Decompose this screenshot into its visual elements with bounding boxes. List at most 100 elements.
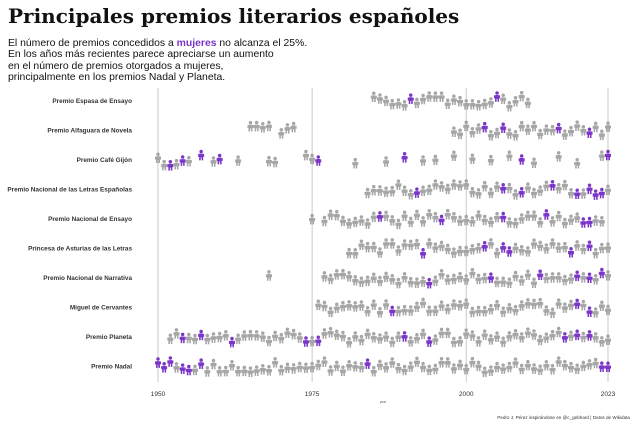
person-icon — [420, 361, 427, 373]
person-icon — [247, 120, 254, 132]
person-icon — [426, 209, 433, 220]
person-icon — [605, 184, 611, 196]
person-icon — [500, 336, 507, 348]
person-icon — [506, 277, 513, 289]
person-icon — [407, 276, 414, 288]
person-icon — [296, 361, 303, 373]
person-icon — [364, 218, 371, 229]
person-icon — [235, 155, 242, 166]
person-icon — [432, 305, 439, 316]
person-icon — [407, 216, 414, 228]
person-icon — [537, 269, 544, 281]
person-icon — [475, 123, 482, 134]
person-icon — [395, 218, 402, 230]
person-icon — [389, 185, 396, 197]
person-icon — [457, 180, 464, 191]
category-label: Premio Alfaguara de Novela — [47, 128, 132, 135]
person-icon — [457, 215, 464, 227]
person-icon — [574, 363, 581, 375]
person-icon — [450, 336, 457, 348]
person-icon — [586, 306, 593, 317]
person-icon — [487, 272, 494, 283]
person-icon — [524, 298, 531, 309]
person-icon — [426, 91, 433, 102]
person-icon — [524, 182, 531, 193]
person-icon — [518, 332, 525, 343]
person-icon — [290, 363, 297, 374]
person-icon — [426, 184, 433, 196]
person-icon — [543, 305, 550, 316]
person-icon — [568, 299, 575, 311]
person-icon — [265, 120, 272, 132]
person-icon — [358, 334, 365, 346]
person-icon — [457, 95, 464, 107]
person-icon — [518, 300, 525, 311]
person-icon — [309, 361, 316, 373]
person-icon — [420, 155, 427, 166]
person-icon — [549, 180, 556, 191]
person-icon — [407, 336, 414, 347]
person-icon — [216, 365, 223, 377]
person-icon — [450, 247, 457, 258]
person-icon — [198, 358, 205, 369]
person-icon — [339, 215, 346, 227]
person-icon — [395, 277, 402, 289]
person-icon — [543, 180, 550, 192]
person-icon — [327, 306, 334, 318]
person-icon — [346, 247, 353, 259]
person-icon — [531, 238, 538, 249]
person-icon — [284, 327, 291, 339]
person-icon — [555, 326, 562, 338]
person-icon — [432, 211, 439, 223]
person-icon — [333, 302, 340, 314]
subtitle-line-1: El número de premios concedidos a mujere… — [8, 38, 338, 49]
category-label: Premio Planeta — [86, 334, 133, 341]
person-icon — [364, 187, 371, 199]
person-icon — [370, 331, 377, 343]
person-icon — [364, 275, 371, 287]
person-icon — [420, 216, 427, 227]
person-icon — [376, 275, 383, 287]
person-icon — [555, 122, 562, 134]
person-icon — [500, 306, 507, 318]
person-icon — [487, 154, 494, 166]
person-icon — [574, 157, 581, 169]
person-icon — [512, 95, 519, 107]
person-icon — [549, 216, 556, 227]
person-icon — [191, 364, 198, 376]
person-icon — [383, 210, 390, 222]
person-icon — [518, 213, 525, 224]
person-icon — [228, 336, 235, 348]
category-label: Princesa de Asturias de las Letras — [28, 246, 132, 253]
person-icon — [463, 328, 470, 339]
person-icon — [450, 211, 457, 223]
person-icon — [278, 128, 285, 139]
category-labels: Premio Espasa de Ensayo Premio Alfaguara … — [7, 98, 132, 371]
person-icon — [352, 248, 359, 259]
caption: Pedro J. Pérez inspirándose en @c_gebhar… — [497, 415, 630, 420]
person-icon — [450, 299, 457, 310]
x-tick-label: 1950 — [151, 391, 166, 398]
person-icon — [481, 180, 488, 192]
person-icon — [543, 272, 550, 284]
person-icon — [432, 154, 439, 166]
person-icon — [210, 358, 217, 370]
person-icon — [346, 337, 353, 348]
person-icon — [500, 93, 507, 105]
person-icon — [413, 277, 420, 288]
person-icon — [346, 218, 353, 229]
person-icon — [506, 182, 513, 194]
page-title: Principales premios literarios españoles — [8, 4, 460, 28]
person-icon — [524, 246, 531, 257]
person-icon — [512, 357, 519, 368]
person-icon — [475, 305, 482, 317]
person-icon — [376, 185, 383, 196]
person-icon — [235, 365, 242, 377]
person-icon — [487, 334, 494, 345]
person-icon — [586, 240, 593, 252]
person-icon — [161, 159, 168, 171]
person-icon — [444, 303, 451, 315]
subtitle-highlight: mujeres — [176, 38, 217, 49]
person-icon — [395, 98, 402, 109]
person-icon — [549, 363, 556, 375]
